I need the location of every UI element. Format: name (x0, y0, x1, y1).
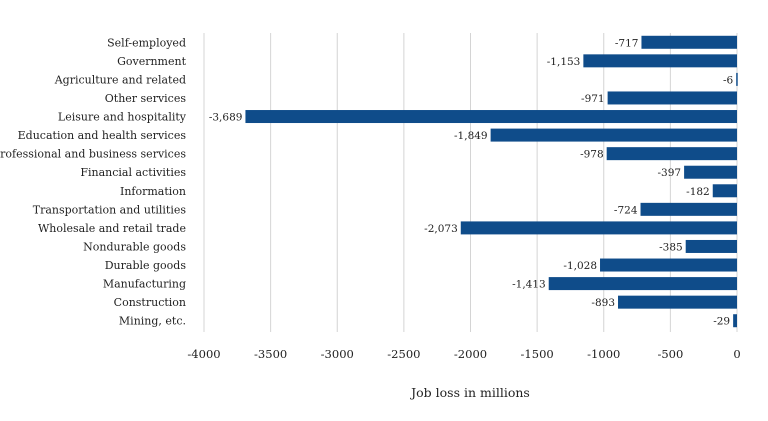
category-label: Agriculture and related (54, 73, 186, 86)
bar (641, 35, 737, 49)
category-label: Leisure and hospitality (58, 111, 187, 124)
data-label: -3,689 (209, 112, 243, 124)
category-label: Professional and business services (0, 148, 186, 161)
x-tick-label: -500 (657, 347, 683, 361)
category-label: Wholesale and retail trade (38, 222, 186, 235)
data-label: -1,028 (563, 260, 597, 272)
bar (583, 54, 737, 68)
category-label: Self-employed (107, 36, 186, 49)
x-tick-labels: -4000 -3500 -3000 -2500 -2000 -1500 -1000 -500 0 (187, 347, 740, 361)
bars (245, 35, 738, 328)
x-tick-label: -2000 (454, 347, 487, 361)
bar (712, 184, 737, 198)
bar (733, 314, 737, 328)
bar (684, 165, 737, 179)
data-label: -397 (658, 167, 682, 179)
gridlines (203, 33, 738, 332)
bar (606, 147, 737, 161)
category-label: Other services (105, 92, 187, 105)
x-tick-label: -3000 (321, 347, 354, 361)
bar (607, 91, 737, 105)
bar (618, 295, 737, 309)
x-tick-label: -3500 (254, 347, 287, 361)
data-label: -29 (713, 316, 730, 328)
category-label: Education and health services (18, 129, 187, 142)
data-label: -1,413 (512, 279, 546, 291)
bar (460, 221, 737, 235)
category-label: Durable goods (105, 259, 187, 272)
data-label: -893 (591, 297, 615, 309)
x-tick-label: 0 (733, 347, 740, 361)
category-label: Government (117, 55, 187, 68)
x-tick-label: -4000 (187, 347, 220, 361)
data-label: -6 (723, 74, 734, 86)
x-tick-label: -2500 (387, 347, 420, 361)
x-tick-label: -1500 (521, 347, 554, 361)
category-label: Mining, etc. (119, 315, 186, 328)
bar (245, 110, 738, 124)
category-label: Construction (114, 296, 186, 309)
bar (640, 202, 737, 216)
category-labels: Self-employed Government Agriculture and r… (0, 36, 187, 327)
data-label: -971 (581, 93, 605, 105)
category-label: Financial activities (80, 166, 186, 179)
data-labels: -717 -1,153 -6 -971 -3,689 -1,849 -978 -397 -182… (209, 37, 734, 327)
x-axis-title: Job loss in millions (409, 385, 530, 400)
data-label: -385 (659, 241, 683, 253)
x-tick-label: -1000 (587, 347, 620, 361)
data-label: -182 (686, 186, 710, 198)
bar (548, 277, 737, 291)
data-label: -717 (615, 37, 639, 49)
data-label: -2,073 (424, 223, 458, 235)
category-label: Information (120, 185, 186, 198)
category-label: Transportation and utilities (33, 203, 187, 216)
category-label: Nondurable goods (83, 240, 186, 253)
bar (736, 72, 738, 86)
bar (490, 128, 737, 142)
data-label: -1,153 (547, 56, 581, 68)
data-label: -978 (580, 149, 604, 161)
bar (600, 258, 737, 272)
category-label: Manufacturing (103, 278, 186, 291)
data-label: -724 (614, 204, 638, 216)
data-label: -1,849 (454, 130, 488, 142)
bar (685, 239, 737, 253)
